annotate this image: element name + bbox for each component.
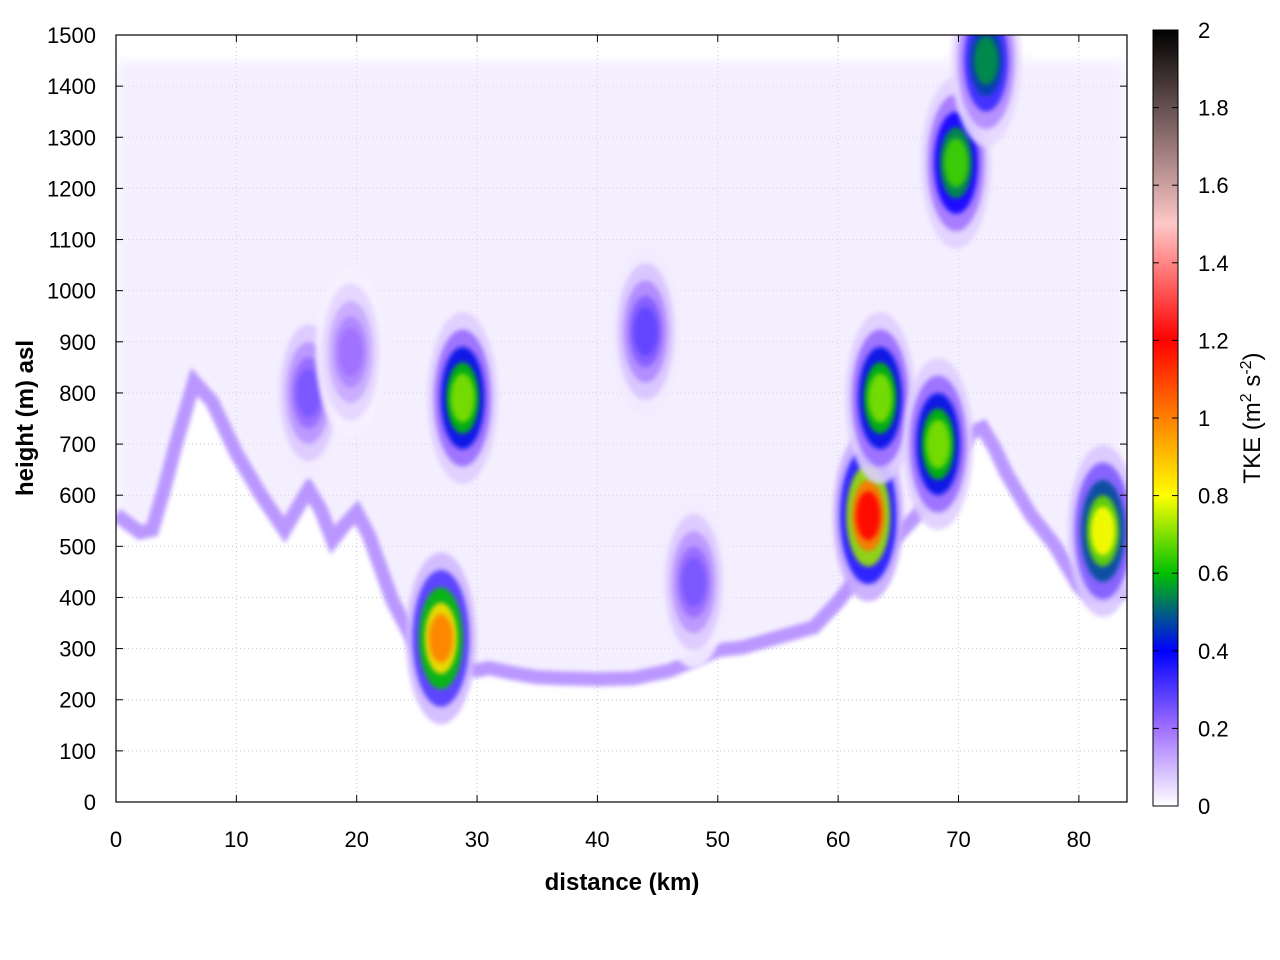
colorbar-tick-label: 0.4 <box>1198 639 1229 664</box>
x-tick-label: 20 <box>344 827 368 852</box>
tke-feature-blob <box>681 557 706 607</box>
tke-feature-blob <box>428 613 454 663</box>
x-tick-label: 60 <box>826 827 850 852</box>
y-axis-ticks: 0 100 200 300 400 500 600 700 800 900 1000 1100 1200… <box>47 23 1127 815</box>
tke-feature-blob <box>925 419 951 469</box>
tke-feature-blob <box>856 491 881 541</box>
colorbar-tick-label: 0 <box>1198 794 1210 819</box>
tke-feature-blob <box>868 373 893 423</box>
tke-field <box>116 35 1127 725</box>
colorbar-tick-label: 1.4 <box>1198 251 1229 276</box>
tke-feature-blob <box>974 36 999 85</box>
x-tick-label: 40 <box>585 827 609 852</box>
y-tick-label: 100 <box>59 739 96 764</box>
y-tick-label: 200 <box>59 688 96 713</box>
x-tick-label: 10 <box>224 827 248 852</box>
y-tick-label: 400 <box>59 585 96 610</box>
y-tick-label: 500 <box>59 534 96 559</box>
y-tick-label: 1100 <box>49 228 96 253</box>
y-tick-label: 600 <box>59 483 96 508</box>
x-tick-label: 30 <box>465 827 489 852</box>
x-tick-label: 80 <box>1067 827 1091 852</box>
tke-feature-blob <box>338 327 363 377</box>
tke-feature-blob <box>1090 506 1116 556</box>
x-axis-ticks: 0 10 20 30 40 50 60 70 80 <box>110 35 1091 852</box>
plot-frame <box>115 34 1128 803</box>
x-tick-label: 70 <box>946 827 970 852</box>
colorbar-label-prefix: TKE (m <box>1239 402 1266 483</box>
x-axis-label: distance (km) <box>545 869 700 896</box>
tke-feature-blob <box>296 368 321 418</box>
y-axis-label: height (m) asl <box>12 340 39 496</box>
colorbar-ticks: 0 0.2 0.4 0.6 0.8 1 1.2 1.4 1.6 1.8 2 <box>1153 18 1229 819</box>
colorbar-tick-label: 2 <box>1198 18 1210 43</box>
y-tick-label: 1000 <box>47 279 96 304</box>
colorbar-tick-label: 1 <box>1198 406 1210 431</box>
colorbar-tick-label: 1.2 <box>1198 328 1229 353</box>
colorbar-tick-label: 0.2 <box>1198 716 1229 741</box>
x-tick-label: 0 <box>110 827 122 852</box>
y-tick-label: 1500 <box>47 23 96 48</box>
colorbar-tick-label: 1.6 <box>1198 173 1229 198</box>
y-tick-label: 900 <box>59 330 96 355</box>
tke-feature-blob <box>943 138 969 188</box>
colorbar-tick-label: 1.8 <box>1198 96 1229 121</box>
y-tick-label: 800 <box>59 381 96 406</box>
y-tick-label: 300 <box>59 637 96 662</box>
y-tick-label: 1200 <box>47 176 96 201</box>
colorbar-tick-label: 0.6 <box>1198 561 1229 586</box>
colorbar-label: TKE (m2 s-2) <box>1238 352 1266 483</box>
y-tick-label: 700 <box>59 432 96 457</box>
colorbar-tick-label: 0.8 <box>1198 484 1229 509</box>
x-tick-label: 50 <box>706 827 730 852</box>
colorbar-label-mid: s <box>1239 375 1266 394</box>
y-tick-label: 1300 <box>47 125 96 150</box>
colorbar-label-sup2: -2 <box>1238 360 1255 374</box>
colorbar-label-sup1: 2 <box>1238 393 1255 402</box>
y-tick-label: 1400 <box>47 74 96 99</box>
tke-feature-blob <box>450 373 475 423</box>
y-tick-label: 0 <box>84 790 96 815</box>
colorbar-label-suffix: ) <box>1239 352 1266 360</box>
tke-feature-blob <box>633 307 658 356</box>
